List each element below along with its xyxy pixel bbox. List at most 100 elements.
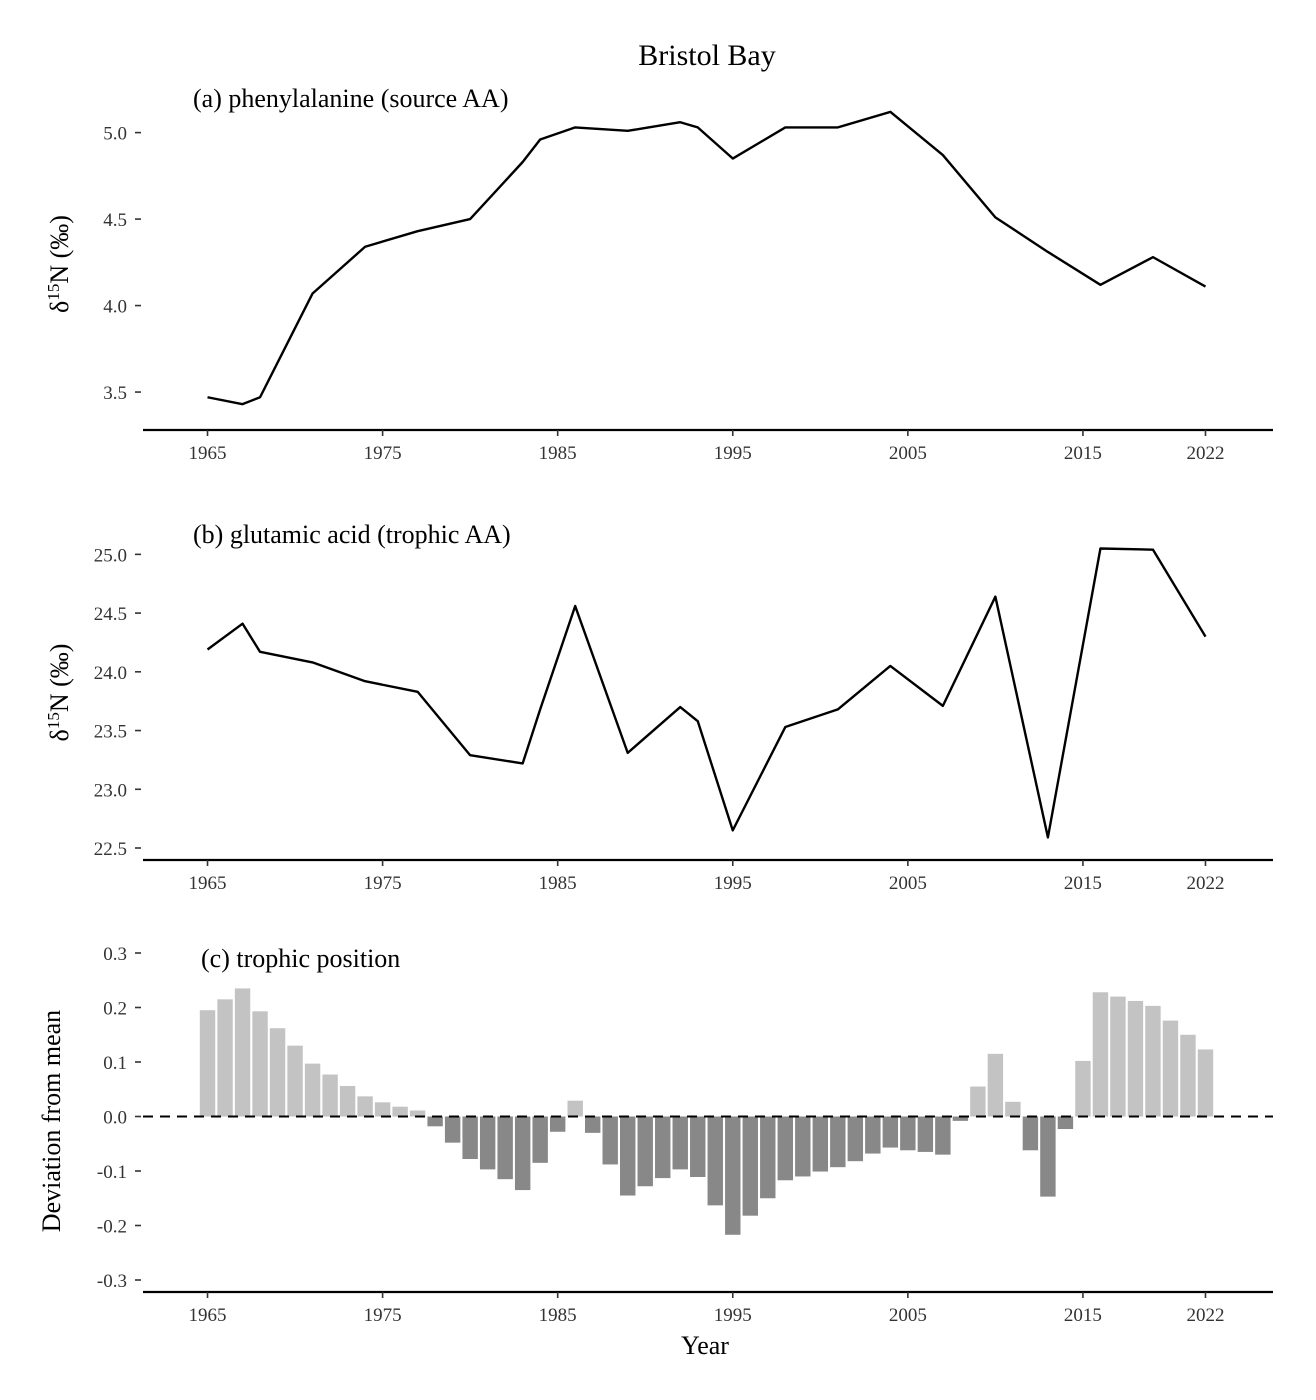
bar-2012 bbox=[1022, 1116, 1039, 1151]
bar-1970 bbox=[287, 1045, 303, 1117]
panel-label: (c) trophic position bbox=[201, 944, 400, 973]
x-axis-title: Year bbox=[681, 1331, 729, 1360]
x-tick-label: 2015 bbox=[1064, 873, 1102, 894]
bar-2010 bbox=[987, 1053, 1004, 1117]
y-tick-label: 3.5 bbox=[103, 383, 127, 404]
panel-label: (b) glutamic acid (trophic AA) bbox=[193, 520, 511, 549]
bar-2014 bbox=[1057, 1116, 1074, 1130]
bar-1976 bbox=[392, 1106, 408, 1117]
x-tick-label: 2015 bbox=[1064, 1305, 1102, 1326]
bar-2007 bbox=[935, 1116, 951, 1155]
figure-title: Bristol Bay bbox=[638, 39, 776, 72]
bar-2008 bbox=[952, 1116, 969, 1121]
bar-1974 bbox=[357, 1096, 373, 1117]
bar-2002 bbox=[847, 1116, 864, 1162]
x-tick-label: 1995 bbox=[714, 873, 752, 894]
bar-1966 bbox=[217, 999, 233, 1117]
bar-2011 bbox=[1005, 1101, 1021, 1117]
y-tick-label: 0.1 bbox=[103, 1053, 127, 1074]
x-tick-label: 2022 bbox=[1186, 1305, 1224, 1326]
bar-1975 bbox=[374, 1102, 391, 1117]
bar-1971 bbox=[304, 1063, 321, 1117]
series-line bbox=[206, 547, 1207, 839]
bar-1995 bbox=[725, 1116, 741, 1235]
bar-2013 bbox=[1040, 1116, 1056, 1197]
y-tick-label: 4.5 bbox=[103, 210, 127, 231]
bar-2004 bbox=[882, 1116, 899, 1148]
y-tick-label: 5.0 bbox=[103, 124, 127, 145]
y-tick-label: 4.0 bbox=[103, 297, 127, 318]
y-tick-label: -0.2 bbox=[97, 1217, 127, 1238]
bar-1983 bbox=[514, 1116, 531, 1191]
x-tick-label: 1975 bbox=[364, 873, 402, 894]
bar-1981 bbox=[479, 1116, 496, 1170]
bar-1991 bbox=[655, 1116, 671, 1179]
bar-2021 bbox=[1180, 1034, 1196, 1117]
bar-1969 bbox=[269, 1028, 286, 1117]
bar-2017 bbox=[1110, 996, 1126, 1117]
bar-1972 bbox=[322, 1074, 338, 1117]
panel-phenylalanine: 1965 1975 1985 1995 2005 2015 2022 3.5 4.0 4.5 5.0… bbox=[44, 84, 1273, 464]
x-tick-label: 2005 bbox=[889, 1305, 927, 1326]
x-tick-label: 1975 bbox=[364, 1305, 402, 1326]
bar-2019 bbox=[1145, 1005, 1161, 1117]
x-tick-label: 2005 bbox=[889, 873, 927, 894]
bar-1978 bbox=[427, 1116, 443, 1127]
y-tick-label: -0.3 bbox=[97, 1271, 127, 1292]
bar-2003 bbox=[865, 1116, 881, 1154]
x-tick-label: 1995 bbox=[714, 443, 752, 464]
panel-glutamic-acid: 1965 1975 1985 1995 2005 2015 2022 22.5 23.0 23.5… bbox=[44, 520, 1273, 894]
bar-2005 bbox=[900, 1116, 916, 1151]
bar-1987 bbox=[584, 1116, 601, 1133]
bar-1992 bbox=[672, 1116, 688, 1170]
y-axis-title: δ15N (‰) bbox=[44, 215, 75, 313]
bar-2020 bbox=[1162, 1020, 1179, 1117]
y-tick-label: 24.0 bbox=[94, 663, 127, 684]
bar-1999 bbox=[795, 1116, 811, 1177]
y-tick-label: 0.3 bbox=[103, 944, 127, 965]
y-tick-label: 0.0 bbox=[103, 1108, 127, 1129]
bar-1985 bbox=[549, 1116, 566, 1132]
bar-1967 bbox=[234, 988, 251, 1117]
bar-2009 bbox=[970, 1086, 986, 1117]
bar-1990 bbox=[637, 1116, 653, 1187]
series-line bbox=[207, 110, 1207, 406]
panel-trophic-position: 1965 1975 1985 1995 2005 2015 2022 -0.3 -0.2 -0.1… bbox=[37, 944, 1273, 1360]
bar-1965 bbox=[199, 1010, 216, 1117]
bar-1977 bbox=[409, 1110, 426, 1117]
x-tick-label: 2022 bbox=[1186, 443, 1224, 464]
x-tick-label: 1985 bbox=[539, 1305, 577, 1326]
bar-2016 bbox=[1092, 992, 1109, 1117]
bar-2022 bbox=[1197, 1049, 1214, 1117]
y-tick-label: 22.5 bbox=[94, 839, 127, 860]
bar-2015 bbox=[1075, 1060, 1091, 1117]
bar-1982 bbox=[497, 1116, 513, 1180]
bar-1984 bbox=[532, 1116, 548, 1163]
y-axis-title: Deviation from mean bbox=[37, 1010, 66, 1232]
y-tick-label: -0.1 bbox=[97, 1162, 127, 1183]
y-tick-label: 24.5 bbox=[94, 604, 127, 625]
panel-label: (a) phenylalanine (source AA) bbox=[193, 84, 508, 113]
bar-1993 bbox=[690, 1116, 706, 1177]
bar-1968 bbox=[252, 1011, 268, 1117]
bar-1996 bbox=[742, 1116, 758, 1216]
x-tick-label: 1995 bbox=[714, 1305, 752, 1326]
x-tick-label: 1985 bbox=[539, 443, 577, 464]
bar-1979 bbox=[444, 1116, 461, 1143]
y-tick-label: 0.2 bbox=[103, 999, 127, 1020]
x-tick-label: 2022 bbox=[1186, 873, 1224, 894]
bar-1988 bbox=[602, 1116, 618, 1165]
bar-2018 bbox=[1127, 1000, 1144, 1117]
y-tick-label: 23.0 bbox=[94, 780, 127, 801]
bar-1980 bbox=[462, 1116, 478, 1160]
y-axis-title: δ15N (‰) bbox=[44, 644, 75, 742]
bar-1989 bbox=[620, 1116, 636, 1196]
bar-1994 bbox=[707, 1116, 723, 1206]
bar-2001 bbox=[830, 1116, 846, 1168]
x-tick-label: 2005 bbox=[889, 443, 927, 464]
x-tick-label: 1975 bbox=[364, 443, 402, 464]
x-tick-label: 1965 bbox=[189, 873, 227, 894]
bar-1973 bbox=[339, 1085, 356, 1117]
y-tick-label: 23.5 bbox=[94, 722, 127, 743]
bar-1998 bbox=[777, 1116, 793, 1181]
